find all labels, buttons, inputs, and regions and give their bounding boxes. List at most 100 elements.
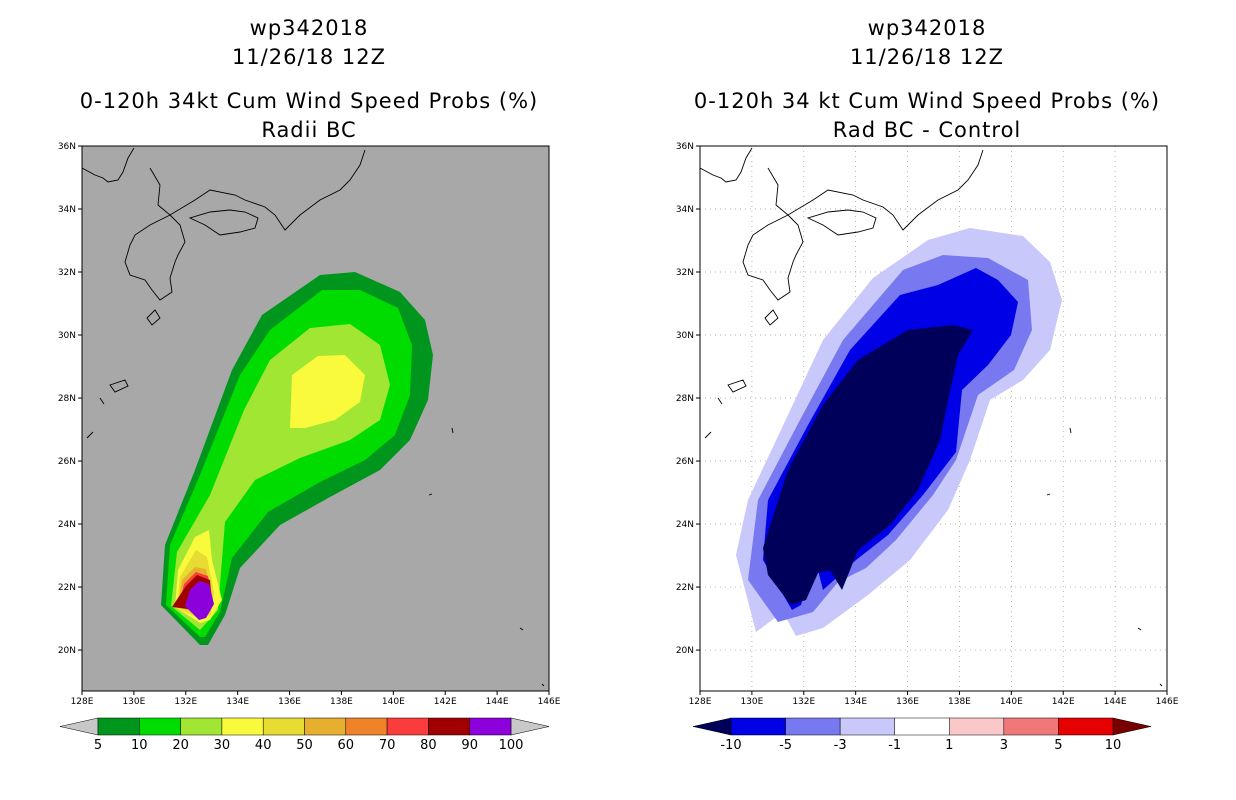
lon-tick-label: 142E	[434, 697, 457, 707]
colorbar: 5 10 20 30 40 50 60 70 80 90 100	[59, 717, 550, 753]
prob-region-30	[175, 355, 365, 623]
colorbar: -10 -5 -3 -1 1 3 5 10	[692, 717, 1152, 753]
colorbar-swatch	[839, 717, 895, 736]
colorbar-label: -3	[834, 738, 847, 753]
lon-tick-label: 146E	[538, 697, 561, 707]
lon-tick-label: 144E	[1104, 697, 1127, 707]
colorbar-label: 90	[461, 738, 478, 753]
lat-tick-label: 22N	[676, 583, 694, 593]
colorbar-over-triangle	[1112, 717, 1152, 736]
colorbar-swatch	[1058, 717, 1114, 736]
lat-tick-label: 22N	[58, 583, 76, 593]
colorbar-label: 10	[131, 738, 148, 753]
colorbar-swatch	[730, 717, 786, 736]
colorbar-label: 80	[420, 738, 437, 753]
colorbar-swatch	[221, 717, 264, 736]
lat-tick-label: 30N	[58, 331, 76, 341]
coastline	[81, 147, 545, 687]
lon-ticks: 128E 130E 132E 134E 136E 138E 140E 142E 144E 146E	[689, 691, 1179, 707]
lon-tick-label: 140E	[1000, 697, 1023, 707]
colorbar-label: -1	[888, 738, 901, 753]
prob-region-90	[185, 581, 214, 620]
lon-tick-label: 138E	[948, 697, 971, 707]
colorbar-label: 20	[172, 738, 189, 753]
plot-subtitle: Rad BC - Control	[832, 118, 1022, 142]
colorbar-swatch	[1003, 717, 1059, 736]
lon-tick-label: 140E	[382, 697, 405, 707]
lon-tick-label: 142E	[1052, 697, 1075, 707]
lon-tick-label: 136E	[278, 697, 301, 707]
colorbar-label: 50	[296, 738, 313, 753]
lat-tick-label: 24N	[58, 520, 76, 530]
lat-tick-label: 24N	[676, 520, 694, 530]
lon-tick-label: 146E	[1156, 697, 1179, 707]
map-frame	[699, 145, 1168, 692]
colorbar-label: 100	[499, 738, 524, 753]
colorbar-swatch	[894, 717, 950, 736]
lon-tick-label: 132E	[174, 697, 197, 707]
lat-tick-label: 30N	[676, 331, 694, 341]
colorbar-swatch	[139, 717, 181, 736]
datetime: 11/26/18 12Z	[231, 45, 387, 69]
lat-tick-label: 28N	[676, 394, 694, 404]
colorbar-under-triangle	[692, 717, 732, 736]
colorbar-label: 1	[945, 738, 953, 753]
lat-tick-label: 28N	[58, 394, 76, 404]
lat-ticks: 20N 22N 24N 26N 28N 30N 32N 34N 36N	[676, 142, 700, 656]
lat-tick-label: 26N	[676, 457, 694, 467]
plot-title: 0-120h 34kt Cum Wind Speed Probs (%)	[79, 89, 539, 113]
colorbar-swatch	[345, 717, 388, 736]
colorbar-label: 70	[379, 738, 396, 753]
lon-tick-label: 144E	[486, 697, 509, 707]
colorbar-swatch	[262, 717, 305, 736]
lon-tick-label: 128E	[71, 697, 94, 707]
map-frame	[81, 145, 550, 692]
lon-tick-label: 134E	[844, 697, 867, 707]
lon-tick-label: 130E	[122, 697, 145, 707]
right-panel: wp342018 11/26/18 12Z 0-120h 34 kt Cum W…	[618, 0, 1236, 800]
lon-tick-label: 138E	[330, 697, 353, 707]
plot-title: 0-120h 34 kt Cum Wind Speed Probs (%)	[693, 89, 1161, 113]
datetime: 11/26/18 12Z	[849, 45, 1005, 69]
lat-tick-label: 34N	[58, 205, 76, 215]
left-panel: wp342018 11/26/18 12Z 0-120h 34kt Cum Wi…	[58, 16, 561, 753]
lat-tick-label: 32N	[676, 268, 694, 278]
lat-tick-label: 36N	[676, 142, 694, 152]
storm-id: wp342018	[867, 16, 987, 40]
lat-tick-label: 32N	[58, 268, 76, 278]
colorbar-label: 3	[1000, 738, 1008, 753]
lat-tick-label: 34N	[676, 205, 694, 215]
colorbar-label: 40	[255, 738, 272, 753]
colorbar-swatch	[180, 717, 223, 736]
lat-tick-label: 20N	[58, 646, 76, 656]
left-map: 128E 130E 132E 134E 136E 138E 140E 142E 144E 146E…	[58, 142, 561, 753]
colorbar-swatch	[97, 717, 140, 736]
lat-tick-label: 36N	[58, 142, 76, 152]
right-map: 128E 130E 132E 134E 136E 138E 140E 142E 144E 146E…	[676, 142, 1179, 753]
colorbar-swatch	[386, 717, 429, 736]
colorbar-under-triangle	[59, 717, 99, 736]
colorbar-swatch	[785, 717, 841, 736]
colorbar-swatch	[304, 717, 347, 736]
colorbar-label: 5	[1054, 738, 1062, 753]
colorbar-over-triangle	[510, 717, 550, 736]
lon-tick-label: 134E	[226, 697, 249, 707]
colorbar-label: 30	[214, 738, 231, 753]
plot-subtitle: Radii BC	[261, 118, 357, 142]
lat-tick-label: 20N	[676, 646, 694, 656]
storm-id: wp342018	[249, 16, 369, 40]
colorbar-swatch	[949, 717, 1005, 736]
colorbar-label: -10	[720, 738, 741, 753]
colorbar-label: -5	[779, 738, 792, 753]
colorbar-label: 10	[1105, 738, 1122, 753]
lon-tick-label: 132E	[792, 697, 815, 707]
colorbar-label: 60	[338, 738, 355, 753]
lat-ticks: 20N 22N 24N 26N 28N 30N 32N 34N 36N	[58, 142, 82, 656]
lon-tick-label: 128E	[689, 697, 712, 707]
coastline	[699, 147, 1163, 687]
lat-tick-label: 26N	[58, 457, 76, 467]
colorbar-swatch	[428, 717, 470, 736]
colorbar-label: 5	[94, 738, 102, 753]
lon-tick-label: 136E	[896, 697, 919, 707]
colorbar-swatch	[469, 717, 512, 736]
